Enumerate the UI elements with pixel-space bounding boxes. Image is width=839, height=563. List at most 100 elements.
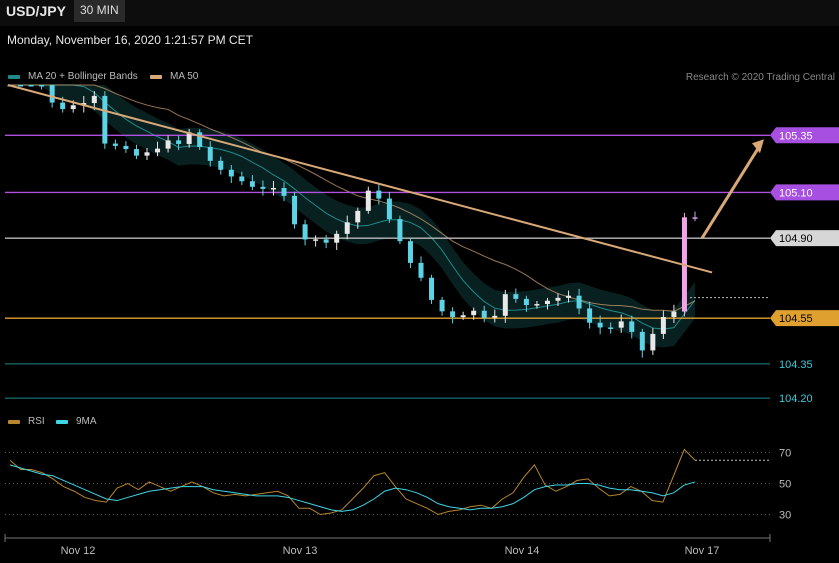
chart-datetime: Monday, November 16, 2020 1:21:57 PM CET xyxy=(7,33,253,47)
candle-body xyxy=(386,198,392,220)
x-tick-label: Nov 17 xyxy=(685,545,720,557)
candle-body xyxy=(165,140,171,149)
candle-body xyxy=(60,102,66,110)
candle-body xyxy=(281,188,287,196)
candle-body xyxy=(344,222,350,234)
candle-body xyxy=(555,297,561,301)
price-tag-text: 105.10 xyxy=(779,187,813,199)
legend-rsi[interactable]: RSI xyxy=(8,416,45,427)
rsi-tick-label: 50 xyxy=(779,479,791,491)
candle-body xyxy=(176,140,182,144)
rsi-tick-label: 70 xyxy=(779,448,791,460)
candle-body xyxy=(481,310,487,318)
ma50-swatch-icon xyxy=(150,74,162,79)
rsi-tick-label: 30 xyxy=(779,510,791,522)
top-bar: USD/JPY 30 MIN xyxy=(0,0,839,26)
candle-body xyxy=(197,132,203,147)
candle-body xyxy=(313,239,319,241)
candle-body xyxy=(239,176,245,182)
rsi-swatch-icon xyxy=(8,419,20,424)
candle-body xyxy=(418,262,424,278)
projection-arrow xyxy=(700,144,762,239)
candle-body xyxy=(207,146,213,161)
candle-body xyxy=(397,219,403,242)
x-tick-label: Nov 14 xyxy=(505,545,540,557)
candle-body xyxy=(133,149,139,156)
candle-body xyxy=(218,160,224,170)
price-levels xyxy=(5,134,770,399)
candle-body xyxy=(523,298,529,306)
price-tag-text: 104.55 xyxy=(779,313,813,325)
candle-body xyxy=(260,186,266,189)
time-axis: Nov 12 Nov 13 Nov 14 Nov 17 xyxy=(4,534,771,557)
candle-body xyxy=(692,217,698,219)
candle-body xyxy=(123,145,129,150)
legend-9ma-label: 9MA xyxy=(76,416,97,427)
candle-body xyxy=(566,295,572,298)
candle-body xyxy=(228,169,234,177)
price-tag-bg xyxy=(770,230,839,247)
candle-body xyxy=(608,327,614,329)
price-tag-bg xyxy=(770,184,839,201)
candle-body xyxy=(49,85,55,103)
ma9-line xyxy=(9,464,696,512)
candle-body xyxy=(334,233,340,243)
price-tags: 105.35 105.10 104.90 104.55 104.35 104.20 xyxy=(770,127,839,405)
x-tick-label: Nov 13 xyxy=(283,545,318,557)
candle-body xyxy=(292,195,298,225)
candle-body xyxy=(376,190,382,199)
price-tag-text: 105.35 xyxy=(779,130,813,142)
candle-body xyxy=(302,224,308,240)
price-tag-text: 104.90 xyxy=(779,233,813,245)
candle-body xyxy=(365,190,371,211)
ma20-swatch-icon xyxy=(8,74,20,79)
x-tick-label: Nov 12 xyxy=(61,545,96,557)
candle-body xyxy=(270,188,276,190)
rsi-panel: 70 50 30 xyxy=(5,448,791,522)
candle-body xyxy=(186,132,192,144)
candle-body xyxy=(492,315,498,318)
price-tag-text: 104.35 xyxy=(779,359,813,371)
candle-body xyxy=(597,322,603,328)
candle-body xyxy=(502,294,508,316)
legend-ma20[interactable]: MA 20 + Bollinger Bands xyxy=(8,71,138,82)
price-tag-bg xyxy=(770,310,839,327)
candle-body xyxy=(70,105,76,110)
rsi-line xyxy=(9,448,696,516)
interval-button[interactable]: 30 MIN xyxy=(74,0,125,22)
candle-body xyxy=(534,304,540,306)
candle-body xyxy=(18,85,24,87)
candle-body xyxy=(439,299,445,312)
candle-body xyxy=(28,85,34,87)
candle-body xyxy=(39,85,45,87)
candle-body xyxy=(249,181,255,187)
price-tag-text: 104.20 xyxy=(779,393,813,405)
candle-body xyxy=(355,210,361,223)
bollinger-area xyxy=(10,85,695,348)
legend-9ma[interactable]: 9MA xyxy=(56,416,97,427)
trend-line xyxy=(7,84,713,274)
candle-body xyxy=(155,148,161,153)
candle-body xyxy=(144,152,150,156)
legend-ma50[interactable]: MA 50 xyxy=(150,71,198,82)
candle-body xyxy=(650,333,656,351)
arrow-head-icon xyxy=(752,139,764,154)
legend-ma20-label: MA 20 + Bollinger Bands xyxy=(28,71,138,82)
candle-body xyxy=(429,277,435,300)
price-tag-bg xyxy=(770,127,839,144)
candle-body xyxy=(671,311,677,317)
candle-body xyxy=(587,308,593,323)
candle-body xyxy=(471,310,477,316)
candle-body xyxy=(323,239,329,243)
candle-body xyxy=(544,300,550,305)
trend-lines xyxy=(7,84,770,299)
candle-body xyxy=(513,294,519,299)
candle-body xyxy=(639,331,645,351)
credit-text: Research © 2020 Trading Central xyxy=(685,72,835,83)
candle-body xyxy=(450,311,456,318)
legend-rsi-label: RSI xyxy=(28,416,45,427)
candle-body xyxy=(102,95,108,144)
ma9-swatch-icon xyxy=(56,419,68,424)
candle-body xyxy=(112,143,118,146)
